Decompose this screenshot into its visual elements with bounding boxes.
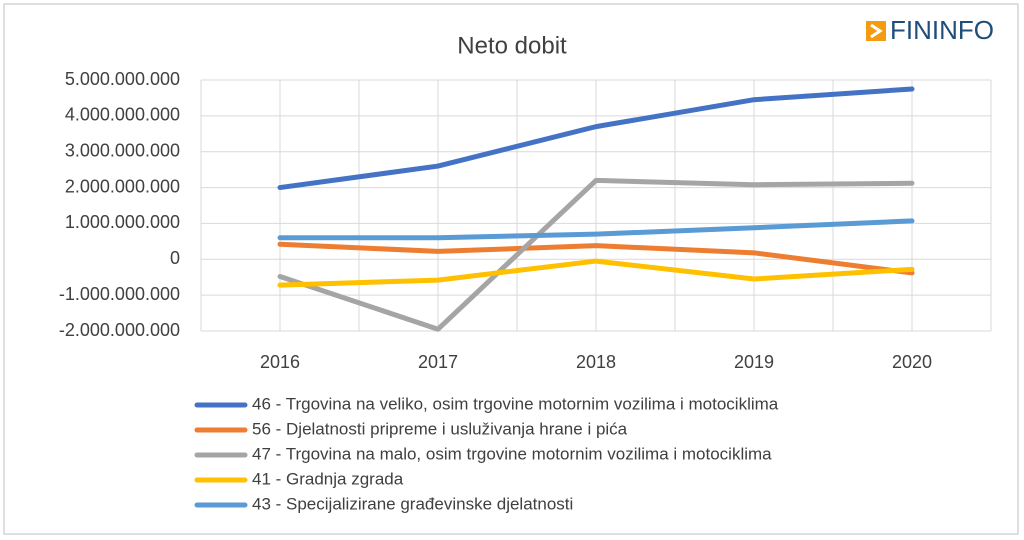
series-line	[277, 241, 915, 276]
chart-title: Neto dobit	[457, 32, 567, 59]
y-tick-label: 5.000.000.000	[65, 69, 180, 89]
y-tick-label: 2.000.000.000	[65, 176, 180, 196]
x-tick-label: 2018	[576, 352, 616, 372]
x-tick-label: 2019	[734, 352, 774, 372]
legend-label: 46 - Trgovina na veliko, osim trgovine m…	[252, 394, 779, 413]
y-tick-label: -1.000.000.000	[59, 284, 180, 304]
legend-label: 41 - Gradnja zgrada	[252, 469, 404, 488]
legend-label: 47 - Trgovina na malo, osim trgovine mot…	[252, 444, 772, 463]
y-tick-label: 0	[170, 248, 180, 268]
legend-label: 43 - Specijalizirane građevinske djelatn…	[252, 494, 573, 513]
logo-icon	[866, 21, 886, 41]
logo-arrow	[870, 23, 883, 39]
x-tick-label: 2017	[418, 352, 458, 372]
series-line	[277, 177, 915, 332]
legend-label: 56 - Djelatnosti pripreme i usluživanja …	[252, 419, 628, 438]
series-line	[277, 218, 915, 241]
y-tick-label: 4.000.000.000	[65, 105, 180, 125]
y-tick-label: -2.000.000.000	[59, 320, 180, 340]
series-line	[277, 86, 915, 191]
y-tick-label: 3.000.000.000	[65, 140, 180, 160]
logo-text: FININFO	[890, 15, 994, 45]
y-tick-label: 1.000.000.000	[65, 212, 180, 232]
x-tick-label: 2016	[260, 352, 300, 372]
x-tick-label: 2020	[892, 352, 932, 372]
series-line	[277, 258, 915, 288]
